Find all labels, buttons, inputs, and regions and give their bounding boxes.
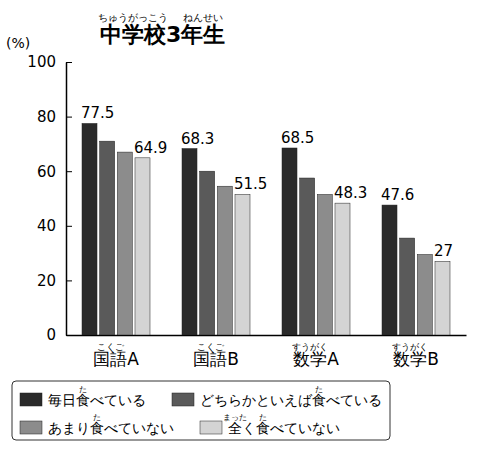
data-label: 47.6 (381, 186, 414, 204)
y-tick-label: 60 (37, 163, 56, 181)
bar (435, 261, 450, 335)
y-tick-label: 0 (46, 326, 56, 344)
y-tick: 60 (37, 163, 72, 181)
ruby: た (315, 385, 323, 394)
legend-item: 全く食べていないまった た (200, 413, 340, 436)
y-tick-mark (66, 226, 72, 227)
legend-swatch (200, 421, 222, 434)
legend-swatch (20, 421, 42, 434)
data-label: 68.5 (281, 129, 314, 147)
legend-item: どちらかといえば食べているた (172, 385, 382, 408)
bar (217, 186, 232, 335)
ruby: すうがく (292, 342, 328, 352)
bar (182, 149, 197, 335)
data-label: 77.5 (81, 104, 114, 122)
bar (335, 203, 350, 335)
ruby: ちゅうがっこう (98, 12, 168, 23)
ruby: た (259, 413, 267, 422)
y-tick-mark (66, 62, 72, 63)
x-tick: 国語Bこくご (193, 342, 239, 369)
y-tick: 40 (37, 217, 72, 235)
y-tick-label: 100 (27, 53, 56, 71)
data-labels: 77.5 68.3 68.5 47.6 64.9 51.5 48.3 27 (81, 104, 453, 260)
data-label: 68.3 (181, 130, 214, 148)
bar (417, 254, 432, 335)
background (0, 0, 481, 453)
bar (300, 178, 315, 335)
ruby: まった (223, 413, 247, 422)
y-tick-mark (66, 117, 72, 118)
y-tick: 20 (37, 272, 72, 290)
data-label: 27 (434, 242, 453, 260)
y-tick: 80 (37, 108, 72, 126)
x-axis: 国語Aこくご 国語Bこくご 数学Aすうがく 数学Bすうがく (67, 336, 467, 370)
bar (135, 158, 150, 335)
legend: 毎日食べているたどちらかといえば食べているたあまり食べていないた全く食べていない… (12, 381, 390, 440)
legend-swatch (20, 393, 42, 406)
data-label: 64.9 (134, 139, 167, 157)
ruby: こくご (197, 342, 225, 352)
y-axis-title: (%) (6, 35, 30, 51)
ruby: ねんせい (183, 12, 223, 23)
y-axis: 0 20 40 60 80 100 (27, 53, 72, 344)
bars (82, 123, 450, 335)
y-tick-mark (66, 171, 72, 172)
bar (117, 152, 132, 335)
data-label: 48.3 (334, 184, 367, 202)
bar (382, 205, 397, 335)
bar (317, 194, 332, 335)
legend-label: 全く食べていない (228, 420, 340, 436)
bar (82, 123, 97, 335)
ruby: こくご (97, 342, 125, 352)
legend-frame (12, 381, 390, 440)
ruby: た (93, 413, 101, 422)
bar (235, 194, 250, 335)
x-tick: 国語Aこくご (93, 342, 139, 369)
ruby: た (79, 385, 87, 394)
bar (200, 171, 215, 335)
ruby: すうがく (392, 342, 428, 352)
y-tick-label: 20 (37, 272, 56, 290)
legend-item: あまり食べていないた (20, 413, 174, 436)
y-tick-label: 80 (37, 108, 56, 126)
bar (100, 141, 115, 335)
bar (282, 148, 297, 335)
y-axis-line (66, 63, 68, 336)
x-tick: 数学Aすうがく (292, 342, 339, 369)
y-tick: 100 (27, 53, 72, 71)
legend-label: どちらかといえば食べている (200, 392, 382, 408)
legend-item: 毎日食べているた (20, 385, 146, 408)
x-tick: 数学Bすうがく (392, 342, 439, 369)
bar (400, 238, 415, 335)
title: 中学校3年生 (100, 22, 225, 47)
legend-label: 毎日食べている (48, 392, 146, 408)
y-tick-mark (66, 280, 72, 281)
legend-label: あまり食べていない (48, 420, 174, 436)
y-tick-label: 40 (37, 217, 56, 235)
data-label: 51.5 (234, 175, 267, 193)
legend-swatch (172, 393, 194, 406)
